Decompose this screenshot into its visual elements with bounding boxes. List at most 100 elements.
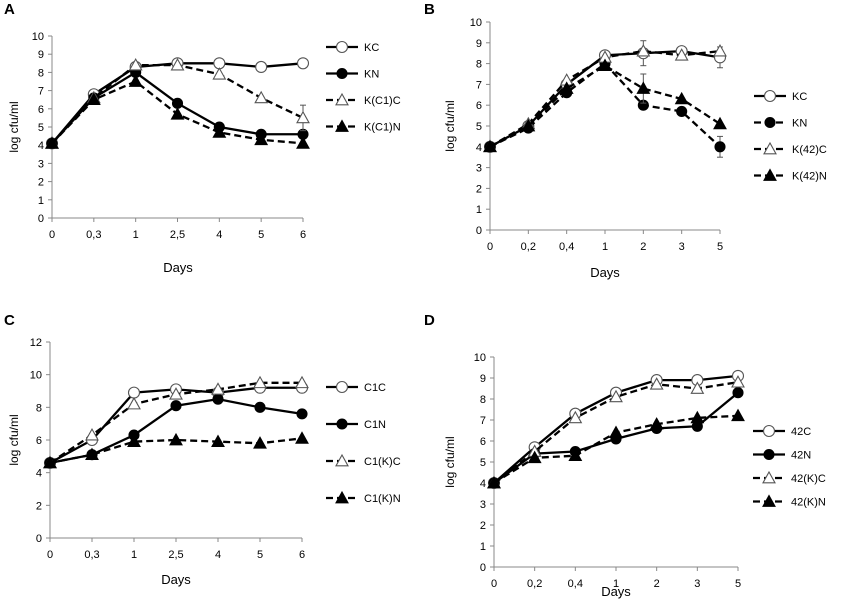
legend-label: C1(K)N — [364, 493, 401, 505]
series-KN — [484, 58, 726, 158]
data-point-marker — [170, 107, 185, 120]
panel-label: C — [4, 312, 15, 329]
data-point-marker — [170, 400, 182, 412]
y-tick-label: 2 — [38, 177, 44, 189]
series-K(42)N — [483, 58, 727, 153]
data-point-marker — [690, 410, 705, 424]
legend-label: C1C — [364, 382, 386, 394]
data-point-marker — [763, 168, 777, 181]
legend-label: K(42)C — [792, 144, 827, 156]
y-tick-label: 6 — [36, 435, 42, 447]
data-point-marker — [212, 67, 227, 80]
legend-label: C1N — [364, 419, 386, 431]
legend-label: 42C — [791, 426, 811, 438]
x-axis-title: Days — [590, 265, 620, 280]
x-tick-label: 2,5 — [170, 229, 185, 241]
y-tick-label: 10 — [470, 17, 482, 29]
legend-entry: 42N — [753, 448, 811, 462]
y-tick-label: 9 — [476, 38, 482, 50]
x-tick-label: 1 — [133, 229, 139, 241]
y-tick-label: 4 — [476, 142, 482, 154]
data-point-marker — [762, 424, 776, 438]
chart-panel-d: D 0 1 2 3 4 5 6 7 8 9 10 0 0,2 0,4 1 2 3 5 Days log cfu/ml 42… — [424, 312, 826, 599]
data-point-marker — [171, 97, 184, 109]
series-line — [489, 62, 721, 148]
data-point-marker — [170, 57, 185, 71]
data-point-marker — [296, 408, 308, 420]
y-tick-label: 2 — [476, 183, 482, 195]
data-point-marker — [649, 417, 664, 430]
data-point-marker — [336, 418, 348, 430]
legend-label: KC — [792, 91, 807, 103]
x-tick-label: 0,3 — [86, 229, 101, 241]
data-point-marker — [636, 81, 651, 94]
y-tick-label: 7 — [480, 415, 486, 427]
data-point-marker — [690, 381, 705, 394]
data-point-marker — [127, 396, 141, 410]
data-point-marker — [211, 434, 225, 447]
x-tick-label: 5 — [257, 549, 263, 561]
data-point-marker — [609, 389, 623, 403]
x-tick-label: 0,3 — [84, 549, 99, 561]
y-tick-label: 7 — [38, 86, 44, 98]
series-line — [489, 64, 721, 148]
data-point-marker — [649, 377, 664, 390]
data-point-marker — [127, 434, 141, 447]
data-point-marker — [731, 408, 745, 422]
x-tick-label: 4 — [215, 549, 221, 561]
data-point-marker — [568, 410, 583, 424]
legend-label: 42(K)N — [791, 497, 826, 509]
legend-entry: 42(K)C — [753, 470, 826, 485]
x-tick-label: 0 — [47, 549, 53, 561]
data-point-marker — [169, 432, 183, 446]
data-point-marker — [335, 380, 349, 394]
x-axis-title: Days — [601, 584, 631, 599]
legend-entry: C1N — [326, 418, 386, 431]
y-tick-label: 4 — [36, 468, 42, 480]
y-tick-label: 8 — [38, 67, 44, 79]
series-C1(K)C — [43, 375, 309, 469]
x-tick-label: 2,5 — [168, 549, 183, 561]
x-tick-label: 1 — [613, 578, 619, 590]
y-axis-title: log cfu/ml — [443, 100, 457, 151]
x-tick-label: 1 — [602, 241, 608, 253]
y-tick-label: 4 — [38, 140, 44, 152]
y-tick-label: 10 — [474, 352, 486, 364]
legend-entry: C1(K)N — [326, 490, 401, 505]
x-tick-label: 0 — [491, 578, 497, 590]
data-point-marker — [527, 450, 542, 464]
data-point-marker — [762, 494, 776, 507]
data-point-marker — [296, 110, 310, 124]
x-tick-label: 3 — [679, 241, 685, 253]
x-tick-label: 6 — [300, 229, 306, 241]
y-tick-label: 0 — [38, 213, 44, 225]
legend-label: K(42)N — [792, 171, 827, 183]
y-tick-label: 8 — [36, 402, 42, 414]
data-point-marker — [713, 116, 727, 130]
data-point-marker — [763, 448, 775, 461]
y-tick-label: 5 — [480, 457, 486, 469]
y-tick-label: 0 — [36, 533, 42, 545]
legend-entry: KC — [326, 40, 379, 54]
y-axis-title: log cfu/ml — [7, 414, 21, 465]
x-tick-label: 5 — [735, 578, 741, 590]
x-tick-label: 5 — [717, 241, 723, 253]
x-axis-title: Days — [163, 260, 193, 275]
legend-entry: C1(K)C — [326, 453, 401, 468]
x-tick-label: 1 — [131, 549, 137, 561]
y-tick-label: 1 — [480, 541, 486, 553]
data-point-marker — [86, 92, 101, 106]
data-point-marker — [335, 453, 349, 467]
data-point-marker — [336, 67, 348, 80]
panel-label: A — [4, 1, 15, 18]
data-point-marker — [487, 475, 501, 489]
data-point-marker — [568, 448, 583, 462]
panel-label: B — [424, 1, 435, 18]
legend-label: 42(K)C — [791, 473, 826, 485]
data-point-marker — [335, 119, 349, 132]
y-tick-label: 10 — [32, 31, 44, 43]
y-tick-label: 0 — [480, 562, 486, 574]
y-tick-label: 3 — [480, 499, 486, 511]
panel-label: D — [424, 312, 435, 329]
legend-label: KN — [792, 118, 807, 130]
